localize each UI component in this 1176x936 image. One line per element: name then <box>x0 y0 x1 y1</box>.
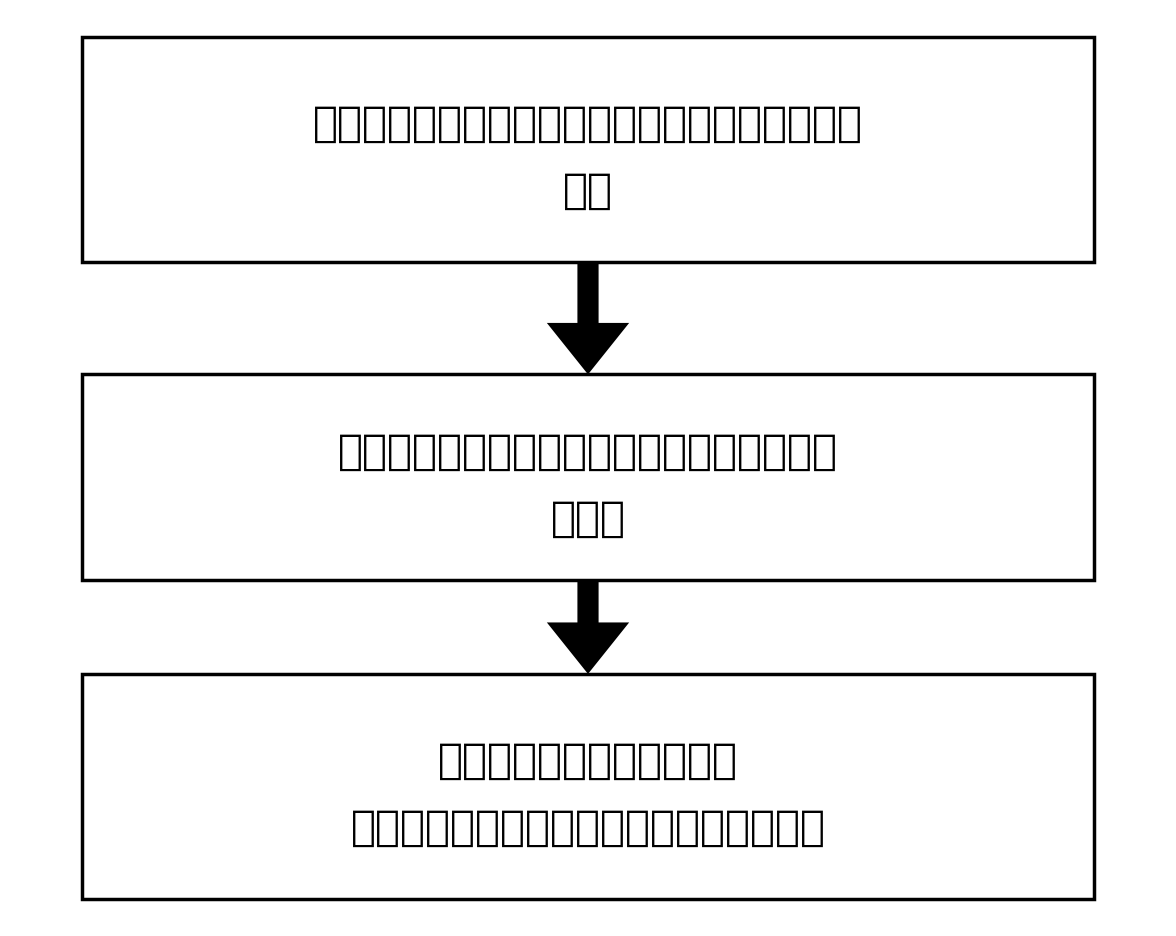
Polygon shape <box>547 580 629 674</box>
Text: 总电阻: 总电阻 <box>550 498 626 539</box>
Polygon shape <box>547 262 629 374</box>
Bar <box>82 374 1094 580</box>
Text: 总电阻构建欧姆接触区方块电阻的修正公式: 总电阻构建欧姆接触区方块电阻的修正公式 <box>350 807 826 848</box>
Bar <box>82 37 1094 262</box>
Bar <box>82 674 1094 899</box>
Text: 根据测得的两组测试图形的: 根据测得的两组测试图形的 <box>437 739 739 782</box>
Text: 制作两组结构类似的圆形欧姆接触区方块电阻测试: 制作两组结构类似的圆形欧姆接触区方块电阻测试 <box>313 103 863 145</box>
Text: 利用半导体测试设备分别测试两组测试图形的: 利用半导体测试设备分别测试两组测试图形的 <box>338 431 838 473</box>
Text: 图形: 图形 <box>563 170 613 212</box>
